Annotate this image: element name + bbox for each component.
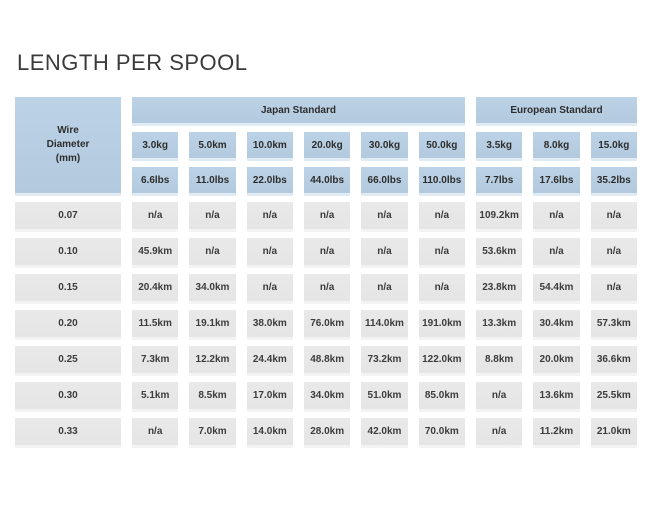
page-title: LENGTH PER SPOOL (17, 50, 248, 75)
length-value-cell: n/a (132, 418, 179, 445)
length-value-cell: 36.6km (590, 346, 637, 373)
lbs-header-cell: 7.7lbs (475, 167, 523, 193)
length-value-cell: 76.0km (303, 310, 351, 337)
row-diameter-cell: 0.25 (15, 346, 121, 373)
section-header-japan-standard: Japan Standard (132, 97, 465, 123)
row-diameter-cell: 0.15 (15, 274, 121, 301)
section-header-european-standard: European Standard (475, 97, 637, 123)
length-value-cell: n/a (361, 274, 408, 301)
lbs-header-cell: 66.0lbs (361, 167, 408, 193)
row-diameter-cell: 0.20 (15, 310, 121, 337)
length-value-cell: n/a (418, 274, 465, 301)
length-value-cell: 14.0km (246, 418, 293, 445)
length-value-cell: 54.4km (533, 274, 580, 301)
length-value-cell: 13.6km (533, 382, 580, 409)
length-value-cell: n/a (303, 238, 351, 265)
length-value-cell: 28.0km (303, 418, 351, 445)
length-value-cell: 21.0km (590, 418, 637, 445)
lbs-header-cell: 6.6lbs (132, 167, 179, 193)
length-value-cell: 57.3km (590, 310, 637, 337)
row-diameter-cell: 0.07 (15, 202, 121, 229)
kg-header-cell: 3.5kg (475, 132, 523, 158)
length-value-cell: n/a (418, 238, 465, 265)
length-value-cell: n/a (590, 202, 637, 229)
kg-header-cell: 5.0km (189, 132, 236, 158)
length-value-cell: 24.4km (246, 346, 293, 373)
lbs-header-cell: 110.0lbs (418, 167, 465, 193)
length-value-cell: 11.2km (533, 418, 580, 445)
length-value-cell: n/a (303, 202, 351, 229)
length-value-cell: 13.3km (475, 310, 523, 337)
length-value-cell: 11.5km (132, 310, 179, 337)
spool-table: Wire Diameter (mm) Japan Standard Europe… (15, 97, 637, 445)
length-value-cell: n/a (533, 202, 580, 229)
row-diameter-cell: 0.30 (15, 382, 121, 409)
length-value-cell: 42.0km (361, 418, 408, 445)
length-value-cell: n/a (246, 238, 293, 265)
length-value-cell: 191.0km (418, 310, 465, 337)
length-value-cell: 8.5km (189, 382, 236, 409)
length-value-cell: n/a (361, 238, 408, 265)
length-value-cell: n/a (189, 238, 236, 265)
lbs-header-cell: 35.2lbs (590, 167, 637, 193)
length-value-cell: 34.0km (189, 274, 236, 301)
length-value-cell: n/a (361, 202, 408, 229)
corner-line-3: (mm) (55, 153, 81, 164)
row-diameter-cell: 0.33 (15, 418, 121, 445)
length-value-cell: n/a (303, 274, 351, 301)
length-value-cell: 17.0km (246, 382, 293, 409)
length-value-cell: 12.2km (189, 346, 236, 373)
length-value-cell: 23.8km (475, 274, 523, 301)
length-value-cell: 73.2km (361, 346, 408, 373)
length-value-cell: n/a (246, 202, 293, 229)
corner-line-2: Diameter (46, 139, 90, 150)
length-value-cell: 20.4km (132, 274, 179, 301)
length-value-cell: n/a (418, 202, 465, 229)
length-value-cell: 20.0km (533, 346, 580, 373)
length-value-cell: n/a (533, 238, 580, 265)
length-value-cell: 122.0km (418, 346, 465, 373)
length-value-cell: 19.1km (189, 310, 236, 337)
length-value-cell: 5.1km (132, 382, 179, 409)
length-value-cell: 109.2km (475, 202, 523, 229)
length-value-cell: n/a (475, 418, 523, 445)
length-value-cell: 48.8km (303, 346, 351, 373)
lbs-header-cell: 17.6lbs (533, 167, 580, 193)
length-value-cell: n/a (132, 202, 179, 229)
length-value-cell: n/a (475, 382, 523, 409)
lbs-header-cell: 22.0lbs (246, 167, 293, 193)
length-value-cell: 7.3km (132, 346, 179, 373)
row-diameter-cell: 0.10 (15, 238, 121, 265)
length-value-cell: 30.4km (533, 310, 580, 337)
kg-header-cell: 15.0kg (590, 132, 637, 158)
lbs-header-cell: 11.0lbs (189, 167, 236, 193)
length-value-cell: 7.0km (189, 418, 236, 445)
corner-line-1: Wire (57, 125, 79, 136)
length-value-cell: 70.0km (418, 418, 465, 445)
length-value-cell: 53.6km (475, 238, 523, 265)
kg-header-cell: 30.0kg (361, 132, 408, 158)
kg-header-cell: 10.0km (246, 132, 293, 158)
length-value-cell: n/a (246, 274, 293, 301)
length-value-cell: 51.0km (361, 382, 408, 409)
length-value-cell: 25.5km (590, 382, 637, 409)
kg-header-cell: 20.0kg (303, 132, 351, 158)
length-value-cell: 85.0km (418, 382, 465, 409)
length-value-cell: 34.0km (303, 382, 351, 409)
length-value-cell: n/a (189, 202, 236, 229)
kg-header-cell: 3.0kg (132, 132, 179, 158)
length-value-cell: 114.0km (361, 310, 408, 337)
lbs-header-cell: 44.0lbs (303, 167, 351, 193)
corner-header-wire-diameter: Wire Diameter (mm) (15, 97, 121, 193)
length-value-cell: n/a (590, 238, 637, 265)
length-value-cell: 45.9km (132, 238, 179, 265)
kg-header-cell: 50.0kg (418, 132, 465, 158)
length-value-cell: 38.0km (246, 310, 293, 337)
length-value-cell: 8.8km (475, 346, 523, 373)
length-value-cell: n/a (590, 274, 637, 301)
kg-header-cell: 8.0kg (533, 132, 580, 158)
